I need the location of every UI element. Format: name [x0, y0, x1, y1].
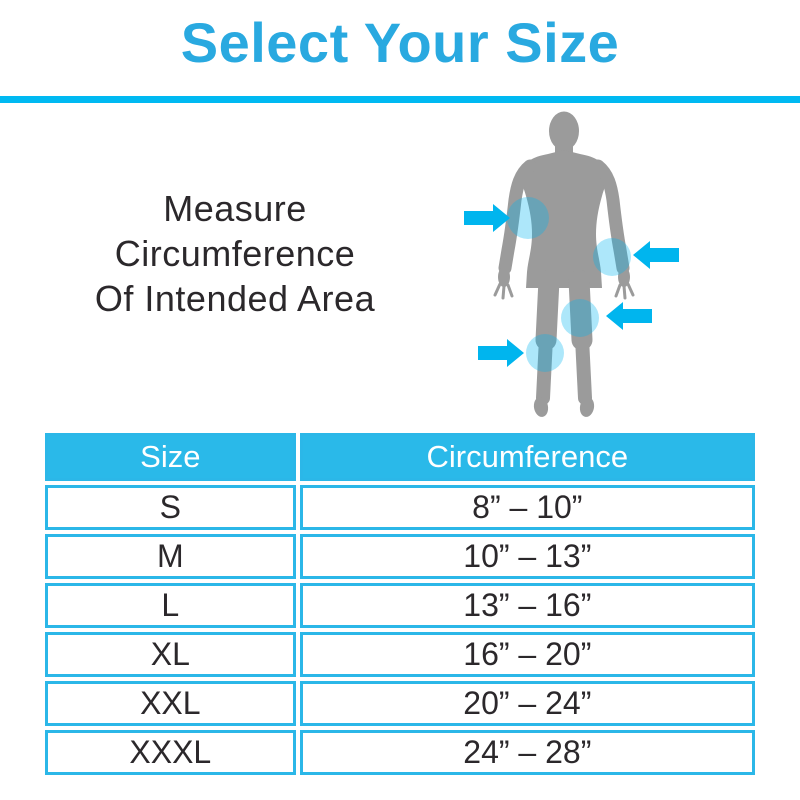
left-arm	[498, 159, 537, 275]
human-body-silhouette-icon	[493, 111, 635, 417]
body-diagram	[464, 111, 679, 417]
right-foot	[579, 397, 595, 417]
left-thigh	[535, 269, 560, 351]
arrow-left-forearm-icon	[633, 241, 679, 269]
instruction-line: Measure	[163, 188, 307, 229]
table-row: S 8” – 10”	[45, 485, 755, 530]
upper-arm-highlight	[507, 197, 549, 239]
circumference-column-header: Circumference	[299, 433, 755, 481]
size-column-header: Size	[45, 433, 296, 481]
size-cell: L	[45, 583, 296, 628]
instruction-line: Circumference	[114, 233, 356, 274]
left-foot	[533, 397, 549, 417]
circumference-cell: 8” – 10”	[299, 485, 755, 530]
table-row: M 10” – 13”	[45, 534, 755, 579]
table-row: L 13” – 16”	[45, 583, 755, 628]
measurement-instruction: Measure Circumference Of Intended Area	[18, 186, 452, 321]
table-row: XXXL 24” – 28”	[45, 730, 755, 775]
measurement-highlights	[507, 197, 631, 372]
knee-highlight	[526, 334, 564, 372]
arrow-right-upper-arm-icon	[464, 204, 510, 232]
page-title: Select Your Size	[180, 11, 620, 74]
table-row: XL 16” – 20”	[45, 632, 755, 677]
thigh-highlight	[561, 299, 599, 337]
title-divider	[0, 96, 800, 103]
right-calf	[575, 331, 592, 405]
size-cell: XXL	[45, 681, 296, 726]
circumference-cell: 20” – 24”	[299, 681, 755, 726]
circumference-cell: 13” – 16”	[299, 583, 755, 628]
size-table: Size Circumference S 8” – 10” M 10” – 13…	[41, 429, 759, 779]
circumference-cell: 16” – 20”	[299, 632, 755, 677]
size-cell: XXXL	[45, 730, 296, 775]
size-cell: S	[45, 485, 296, 530]
forearm-highlight	[593, 238, 631, 276]
arrow-right-knee-icon	[478, 339, 524, 367]
arrow-left-thigh-icon	[606, 302, 652, 330]
right-thigh	[568, 269, 593, 351]
circumference-cell: 10” – 13”	[299, 534, 755, 579]
measurement-arrows	[464, 204, 679, 367]
left-hand	[498, 267, 510, 287]
instruction-line: Of Intended Area	[94, 278, 376, 319]
right-hand	[618, 267, 630, 287]
left-calf	[536, 331, 553, 405]
circumference-cell: 24” – 28”	[299, 730, 755, 775]
right-arm	[591, 159, 630, 275]
table-row: XXL 20” – 24”	[45, 681, 755, 726]
size-cell: XL	[45, 632, 296, 677]
size-cell: M	[45, 534, 296, 579]
table-header-row: Size Circumference	[45, 433, 755, 481]
